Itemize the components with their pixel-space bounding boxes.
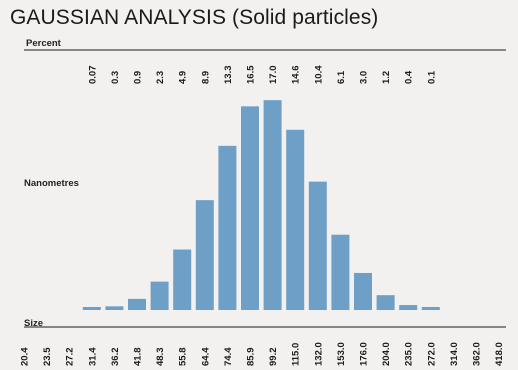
- size-tick-label: 153.0: [336, 342, 347, 366]
- percent-label: 2.3: [155, 71, 166, 84]
- size-tick-label: 132.0: [313, 342, 324, 366]
- bar: [421, 307, 440, 310]
- bar: [286, 129, 305, 310]
- percent-label: 13.3: [223, 66, 234, 85]
- size-tick-label: 20.4: [20, 347, 31, 366]
- size-tick-label: 36.2: [110, 348, 121, 367]
- percent-label: 0.9: [133, 71, 144, 84]
- size-tick-label: 27.2: [65, 348, 76, 367]
- percent-label: 8.9: [200, 71, 211, 84]
- bar: [354, 272, 372, 310]
- nanometres-label: Nanometres: [24, 178, 79, 189]
- percent-axis-label: Percent: [26, 38, 61, 49]
- size-tick-label: 55.8: [178, 348, 189, 367]
- bar: [263, 100, 282, 311]
- bar: [308, 181, 327, 310]
- percent-label: 16.5: [246, 65, 257, 84]
- percent-label: 10.4: [313, 65, 324, 84]
- percent-label: 3.0: [359, 71, 370, 84]
- percent-label: 0.3: [110, 71, 121, 84]
- percent-label: 0.4: [404, 70, 415, 84]
- size-tick-label: 204.0: [381, 342, 392, 366]
- size-tick-label: 235.0: [404, 342, 415, 366]
- size-tick-label: 99.2: [268, 348, 279, 367]
- size-tick-label: 418.0: [494, 342, 505, 366]
- size-tick-label: 41.8: [133, 348, 144, 367]
- percent-label: 0.07: [87, 66, 98, 85]
- size-tick-label: 272.0: [426, 342, 437, 366]
- size-tick-label: 85.9: [246, 348, 257, 367]
- bar: [218, 145, 237, 310]
- bar: [82, 307, 101, 310]
- bar: [376, 295, 395, 310]
- percent-label: 1.2: [381, 71, 392, 84]
- chart-title: GAUSSIAN ANALYSIS (Solid particles): [10, 6, 379, 29]
- bar: [241, 106, 259, 310]
- bar: [331, 234, 350, 310]
- bar: [399, 305, 418, 310]
- size-tick-label: 115.0: [291, 343, 302, 366]
- size-tick-label: 31.4: [87, 347, 98, 366]
- bar: [105, 306, 124, 310]
- size-tick-label: 176.0: [359, 342, 370, 366]
- size-axis-label: Size: [24, 318, 44, 329]
- size-tick-label: 64.4: [200, 347, 211, 366]
- bar: [173, 249, 192, 310]
- size-tick-label: 74.4: [223, 347, 234, 366]
- size-tick-label: 23.5: [42, 347, 53, 366]
- percent-label: 0.1: [426, 70, 437, 84]
- percent-label: 14.6: [291, 66, 302, 85]
- percent-label: 6.1: [336, 70, 347, 84]
- percent-label: 4.9: [178, 71, 189, 84]
- size-tick-label: 48.3: [155, 348, 166, 367]
- size-tick-label: 362.0: [472, 342, 483, 366]
- bar: [128, 298, 146, 310]
- size-tick-label: 314.0: [449, 342, 460, 366]
- bar: [195, 200, 214, 310]
- percent-label: 17.0: [268, 66, 279, 85]
- bar: [150, 281, 169, 310]
